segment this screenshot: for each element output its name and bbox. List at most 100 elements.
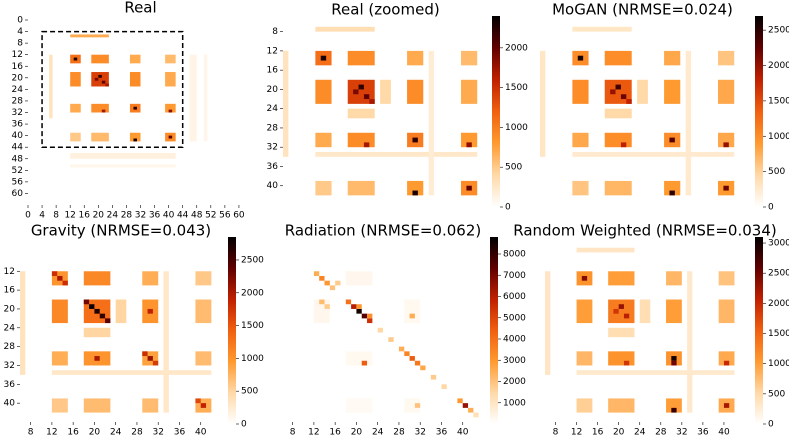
- colorbar-tick-label: 2000: [503, 377, 526, 387]
- heatmap-cell: [718, 132, 735, 148]
- heatmap-cell: [142, 271, 159, 286]
- x-tick-label: 16: [592, 428, 604, 436]
- colorbar-tick-label: 500: [768, 167, 785, 177]
- x-tick-label: 44: [177, 211, 189, 221]
- heatmap-cell: [49, 54, 53, 119]
- x-tick-label: 20: [613, 428, 625, 436]
- heatmap-cell: [577, 55, 584, 61]
- x-tick-label: 32: [414, 428, 425, 436]
- heatmap-cell: [626, 99, 632, 104]
- heatmap-cell: [83, 299, 90, 305]
- heatmap-cell: [345, 398, 373, 413]
- heatmap-cell: [388, 337, 394, 342]
- x-tick-label: 28: [121, 211, 133, 221]
- colorbar-tick-label: 500: [768, 389, 785, 399]
- x-tick-label: 12: [571, 428, 582, 436]
- x-tick-label: 8: [553, 428, 559, 436]
- heatmap-cell: [664, 79, 681, 104]
- colorbar-tick-label: 1000: [503, 398, 526, 408]
- heatmap-cell: [718, 299, 735, 324]
- heatmap-cell: [407, 79, 424, 104]
- heatmap-cell: [723, 360, 730, 366]
- heatmap-cell: [604, 132, 632, 148]
- x-tick-label: 24: [107, 211, 119, 221]
- heatmap-cell: [604, 180, 632, 196]
- y-tick-label: 56: [12, 177, 24, 187]
- heatmap-cell: [319, 299, 325, 305]
- y-tick-label: 36: [12, 120, 24, 130]
- heatmap-cell: [91, 54, 109, 64]
- colorbar: [490, 237, 498, 424]
- x-tick-label: 12: [64, 211, 75, 221]
- y-tick-label: 44: [12, 143, 24, 153]
- heatmap-cell: [105, 83, 109, 87]
- colorbar-tick-label: 7000: [503, 271, 526, 281]
- heatmap-cell: [412, 190, 418, 196]
- x-tick-label: 40: [457, 428, 469, 436]
- heatmap-cell: [420, 365, 426, 371]
- heatmap-cell: [358, 84, 364, 90]
- heatmap-cell: [610, 89, 616, 95]
- x-tick-label: 36: [436, 428, 448, 436]
- heatmap-cell: [666, 398, 682, 413]
- x-tick-label: 8: [53, 211, 59, 221]
- heatmap-cell: [409, 313, 415, 319]
- x-tick-label: 48: [191, 211, 203, 221]
- y-tick-label: 32: [267, 143, 278, 153]
- zoom-box: [41, 30, 184, 148]
- y-tick-label: 16: [4, 286, 16, 296]
- y-tick-label: 28: [4, 342, 16, 352]
- heatmap-cell: [461, 50, 478, 66]
- heatmap-cell: [671, 356, 677, 361]
- heatmap-cell: [664, 180, 681, 196]
- heatmap-cell: [441, 384, 447, 390]
- colorbar-tick-label: 5000: [503, 313, 526, 323]
- heatmap-cell: [101, 80, 106, 84]
- heatmap-cell: [604, 108, 632, 119]
- colorbar: [492, 16, 500, 207]
- heatmap-cell: [412, 137, 418, 143]
- y-tick-label: 20: [267, 85, 279, 95]
- y-tick-label: 40: [267, 181, 279, 191]
- heatmap-cell: [315, 180, 332, 196]
- heatmap-cell: [70, 34, 109, 38]
- heatmap-cell: [62, 280, 68, 286]
- heatmap-cell: [620, 142, 627, 148]
- y-tick-label: 40: [12, 131, 24, 141]
- heatmap-cell: [613, 308, 619, 314]
- heatmap-cell: [347, 50, 375, 66]
- x-tick-label: 32: [676, 428, 687, 436]
- heatmap-cell: [367, 313, 373, 319]
- heatmap-cell: [718, 79, 735, 104]
- colorbar-tick-label: 2000: [768, 299, 789, 309]
- heatmap-cell: [189, 54, 197, 142]
- y-tick-label: 52: [12, 166, 23, 176]
- heatmap-cell: [581, 275, 588, 281]
- heatmap-cell: [51, 271, 58, 276]
- heatmap-cell: [466, 185, 472, 191]
- x-tick-label: 4: [39, 211, 45, 221]
- heatmap-cell: [377, 327, 383, 333]
- heatmap-cell: [324, 304, 330, 309]
- colorbar-tick-label: 6000: [503, 292, 526, 302]
- colorbar-tick-label: 2500: [768, 269, 789, 279]
- x-tick-label: 12: [46, 428, 57, 436]
- x-tick-label: 16: [79, 211, 91, 221]
- heatmap-cell: [409, 356, 415, 361]
- heatmap-cell: [101, 109, 106, 113]
- x-tick-label: 60: [233, 211, 245, 221]
- y-tick-label: 24: [12, 85, 24, 95]
- x-tick-label: 20: [89, 428, 101, 436]
- heatmap-cell: [83, 398, 111, 413]
- heatmap-cell: [576, 351, 593, 366]
- chart-title: Real: [124, 0, 156, 17]
- heatmap-cell: [99, 313, 106, 319]
- chart-title: Random Weighted (NRMSE=0.034): [513, 222, 776, 240]
- heatmap-cell: [462, 403, 469, 408]
- heatmap-cell: [142, 351, 148, 357]
- x-tick-label: 24: [634, 428, 646, 436]
- heatmap-cell: [83, 271, 111, 286]
- y-tick-label: 48: [12, 154, 24, 164]
- heatmap-cell: [129, 132, 141, 142]
- x-tick-label: 16: [329, 428, 341, 436]
